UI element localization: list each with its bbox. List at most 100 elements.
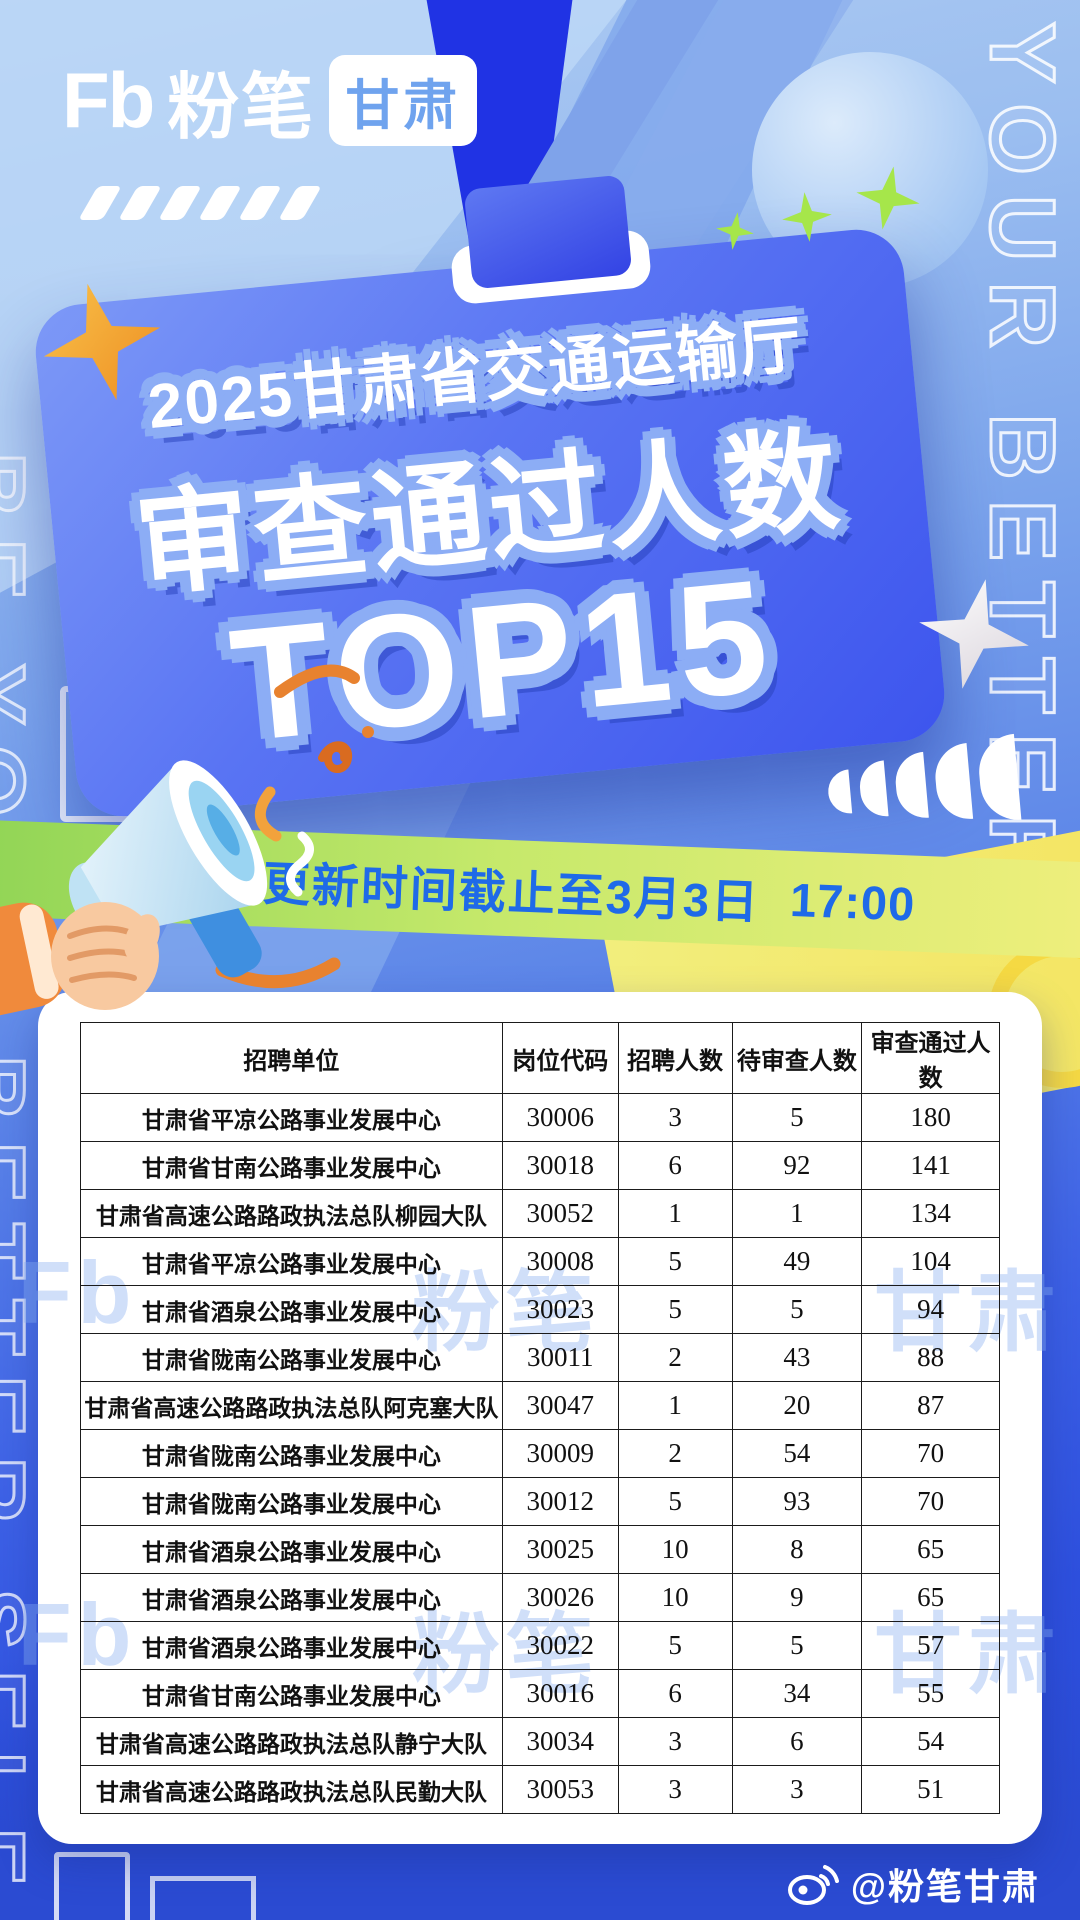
unit-cell: 甘肃省甘南公路事业发展中心: [80, 1141, 503, 1190]
passed-count-cell: 134: [861, 1189, 1000, 1238]
recruit-count-cell: 6: [617, 1669, 733, 1718]
recruit-count-cell: 2: [617, 1429, 733, 1478]
passed-count-cell: 70: [861, 1429, 1000, 1478]
column-header: 招聘人数: [617, 1022, 733, 1094]
table-row: 甘肃省甘南公路事业发展中心 30016 6 34 55: [80, 1669, 1000, 1718]
code-cell: 30006: [501, 1093, 619, 1142]
badge-clip: [463, 174, 633, 290]
logo-fb-mark: Fb: [62, 56, 155, 144]
code-cell: 30018: [501, 1141, 619, 1190]
unit-cell: 甘肃省酒泉公路事业发展中心: [80, 1573, 503, 1622]
logo-name: 粉笔: [167, 68, 316, 148]
recruit-count-cell: 10: [617, 1573, 733, 1622]
code-cell: 30008: [501, 1237, 619, 1286]
recruit-count-cell: 2: [617, 1333, 733, 1382]
pending-count-cell: 5: [731, 1621, 863, 1670]
unit-cell: 甘肃省陇南公路事业发展中心: [80, 1477, 503, 1526]
pending-count-cell: 5: [731, 1093, 863, 1142]
table-header-row: 招聘单位 岗位代码 招聘人数 待审查人数 审查通过人数: [80, 1022, 1000, 1094]
confetti-squiggle-white: [286, 831, 314, 897]
table-row: 甘肃省酒泉公路事业发展中心 30023 5 5 94: [80, 1285, 1000, 1334]
code-cell: 30034: [501, 1717, 619, 1766]
confetti-arc: [274, 664, 360, 698]
hand-holding-megaphone: [0, 902, 160, 1022]
passed-count-cell: 87: [861, 1381, 1000, 1430]
recruit-count-cell: 3: [617, 1093, 733, 1142]
unit-cell: 甘肃省陇南公路事业发展中心: [80, 1429, 503, 1478]
pending-count-cell: 54: [731, 1429, 863, 1478]
recruit-count-cell: 5: [617, 1477, 733, 1526]
unit-cell: 甘肃省平凉公路事业发展中心: [80, 1093, 503, 1142]
passed-count-cell: 94: [861, 1285, 1000, 1334]
update-banner-time: 17:00: [789, 872, 917, 931]
column-header: 岗位代码: [501, 1022, 619, 1094]
table-row: 甘肃省陇南公路事业发展中心 30012 5 93 70: [80, 1477, 1000, 1526]
table-row: 甘肃省陇南公路事业发展中心 30011 2 43 88: [80, 1333, 1000, 1382]
table-row: 甘肃省陇南公路事业发展中心 30009 2 54 70: [80, 1429, 1000, 1478]
pending-count-cell: 5: [731, 1285, 863, 1334]
recruit-count-cell: 1: [617, 1189, 733, 1238]
pending-count-cell: 43: [731, 1333, 863, 1382]
pending-count-cell: 93: [731, 1477, 863, 1526]
recruit-count-cell: 3: [617, 1717, 733, 1766]
pending-count-cell: 9: [731, 1573, 863, 1622]
unit-cell: 甘肃省酒泉公路事业发展中心: [80, 1621, 503, 1670]
unit-cell: 甘肃省酒泉公路事业发展中心: [80, 1525, 503, 1574]
weibo-icon: [787, 1865, 839, 1905]
recruit-count-cell: 6: [617, 1141, 733, 1190]
table-row: 甘肃省高速公路路政执法总队阿克塞大队 30047 1 20 87: [80, 1381, 1000, 1430]
code-cell: 30053: [501, 1765, 619, 1814]
confetti-coil: [318, 741, 353, 773]
recruit-count-cell: 5: [617, 1285, 733, 1334]
code-cell: 30016: [501, 1669, 619, 1718]
passed-count-cell: 57: [861, 1621, 1000, 1670]
recruit-count-cell: 5: [617, 1237, 733, 1286]
megaphone-illustration: [0, 664, 374, 1022]
passed-count-cell: 180: [861, 1093, 1000, 1142]
passed-count-cell: 51: [861, 1765, 1000, 1814]
ranking-table: 招聘单位 岗位代码 招聘人数 待审查人数 审查通过人数 甘肃省平凉公路事业发展中心 300…: [80, 1022, 1000, 1814]
table-row: 甘肃省高速公路路政执法总队静宁大队 30034 3 6 54: [80, 1717, 1000, 1766]
slash-marks-decor: [78, 186, 322, 220]
code-cell: 30047: [501, 1381, 619, 1430]
unit-cell: 甘肃省陇南公路事业发展中心: [80, 1333, 503, 1382]
code-cell: 30012: [501, 1477, 619, 1526]
code-cell: 30023: [501, 1285, 619, 1334]
confetti-arc2: [255, 786, 282, 842]
unit-cell: 甘肃省高速公路路政执法总队民勤大队: [80, 1765, 503, 1814]
column-header: 待审查人数: [731, 1022, 863, 1094]
footer: @粉笔甘肃: [0, 1858, 1040, 1910]
code-cell: 30052: [501, 1189, 619, 1238]
code-cell: 30025: [501, 1525, 619, 1574]
passed-count-cell: 65: [861, 1573, 1000, 1622]
unit-cell: 甘肃省高速公路路政执法总队柳园大队: [80, 1189, 503, 1238]
unit-cell: 甘肃省酒泉公路事业发展中心: [80, 1285, 503, 1334]
passed-count-cell: 54: [861, 1717, 1000, 1766]
table-panel: Fb 粉笔 甘肃 Fb 粉笔 甘肃 招聘单位 岗位代码 招聘人数 待审查人数 审查通过人数 甘肃…: [18, 992, 1056, 1844]
brand-logo: Fb 粉笔 甘肃: [62, 48, 478, 153]
unit-cell: 甘肃省平凉公路事业发展中心: [80, 1237, 503, 1286]
pending-count-cell: 49: [731, 1237, 863, 1286]
confetti-dot: [362, 726, 374, 738]
table-row: 甘肃省酒泉公路事业发展中心 30026 10 9 65: [80, 1573, 1000, 1622]
recruit-count-cell: 5: [617, 1621, 733, 1670]
outline-decor-bottom-left: [54, 1852, 130, 1920]
code-cell: 30009: [501, 1429, 619, 1478]
code-cell: 30022: [501, 1621, 619, 1670]
table-row: 甘肃省甘南公路事业发展中心 30018 6 92 141: [80, 1141, 1000, 1190]
recruit-count-cell: 1: [617, 1381, 733, 1430]
table-row: 甘肃省酒泉公路事业发展中心 30022 5 5 57: [80, 1621, 1000, 1670]
table-row: 甘肃省平凉公路事业发展中心 30008 5 49 104: [80, 1237, 1000, 1286]
speed-crescents-decor: [825, 733, 1022, 836]
code-cell: 30011: [501, 1333, 619, 1382]
unit-cell: 甘肃省甘南公路事业发展中心: [80, 1669, 503, 1718]
passed-count-cell: 70: [861, 1477, 1000, 1526]
pending-count-cell: 34: [731, 1669, 863, 1718]
pending-count-cell: 1: [731, 1189, 863, 1238]
recruit-count-cell: 3: [617, 1765, 733, 1814]
pending-count-cell: 6: [731, 1717, 863, 1766]
code-cell: 30026: [501, 1573, 619, 1622]
column-header: 审查通过人数: [861, 1022, 1000, 1094]
table-row: 甘肃省高速公路路政执法总队柳园大队 30052 1 1 134: [80, 1189, 1000, 1238]
